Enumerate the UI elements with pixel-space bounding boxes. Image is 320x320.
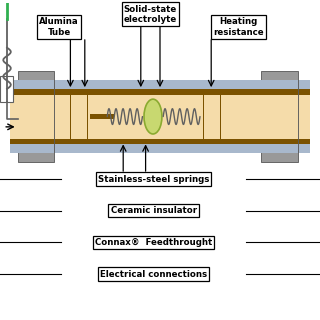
- Bar: [18, 80, 54, 153]
- Bar: [10, 89, 310, 95]
- Bar: [18, 89, 54, 95]
- Bar: [261, 89, 298, 95]
- Bar: [261, 71, 298, 162]
- Bar: [90, 114, 114, 119]
- Bar: [18, 71, 54, 162]
- Text: Electrical connections: Electrical connections: [100, 269, 207, 279]
- Bar: [261, 80, 298, 153]
- Bar: [10, 95, 310, 139]
- Text: Alumina
Tube: Alumina Tube: [39, 17, 79, 36]
- Bar: [203, 89, 221, 144]
- Bar: [204, 95, 220, 139]
- Bar: [261, 139, 298, 144]
- Ellipse shape: [144, 99, 162, 134]
- Bar: [71, 95, 87, 139]
- Text: Ceramic insulator: Ceramic insulator: [110, 206, 197, 215]
- Text: Heating
resistance: Heating resistance: [213, 17, 264, 36]
- Text: Connax®  Feedthrought: Connax® Feedthrought: [95, 238, 212, 247]
- Bar: [10, 80, 310, 153]
- Bar: [10, 139, 310, 144]
- Text: Stainless-steel springs: Stainless-steel springs: [98, 175, 209, 184]
- Text: Solid-state
electrolyte: Solid-state electrolyte: [124, 4, 177, 24]
- Bar: [18, 95, 54, 139]
- Bar: [18, 139, 54, 144]
- Bar: [70, 89, 88, 144]
- Bar: [0, 76, 13, 101]
- Bar: [261, 95, 298, 139]
